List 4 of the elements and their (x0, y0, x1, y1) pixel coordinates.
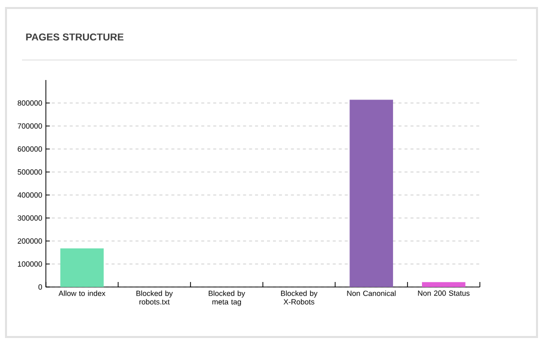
bar (350, 100, 394, 287)
bar (60, 248, 104, 287)
chart-title: PAGES STRUCTURE (26, 33, 124, 41)
bar (422, 282, 466, 287)
